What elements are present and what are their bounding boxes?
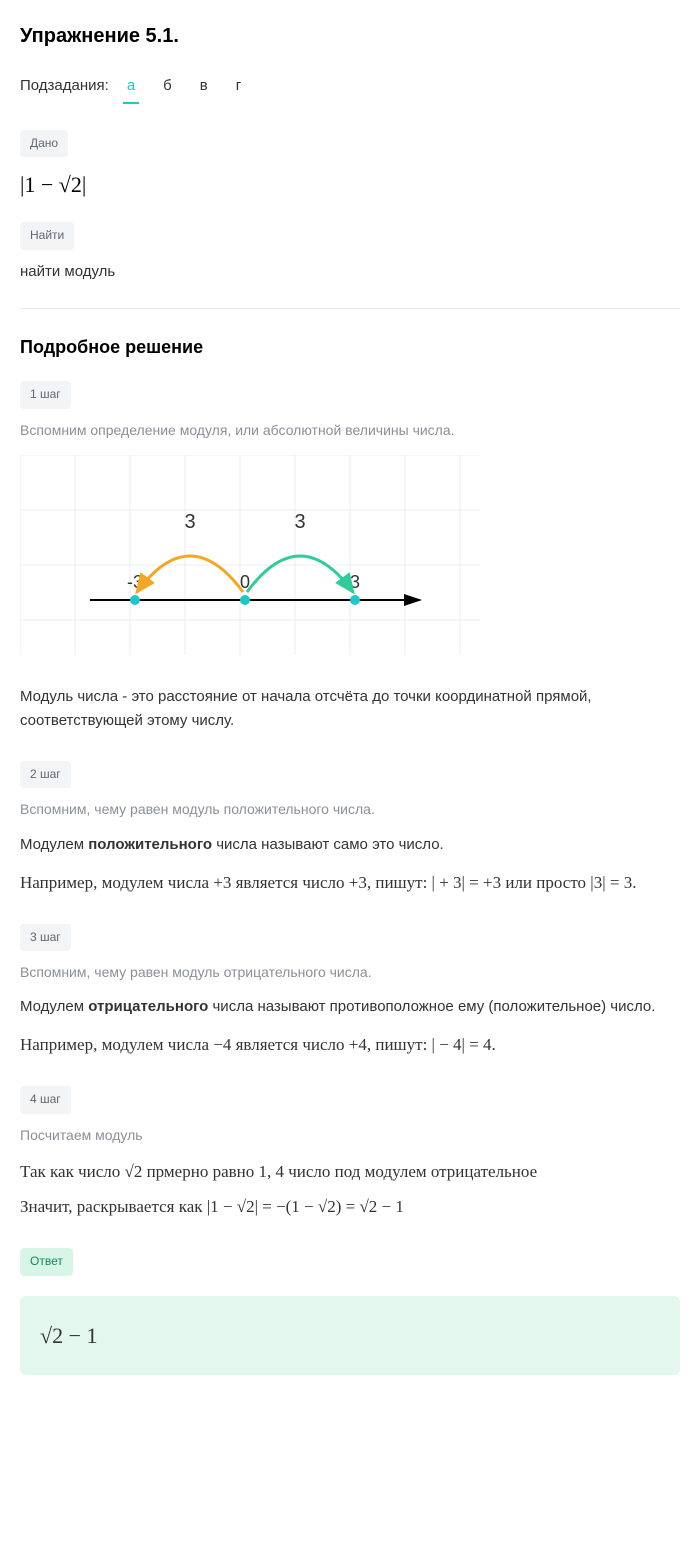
answer-box: √2 − 1 xyxy=(20,1296,680,1375)
step-4-line2: Значит, раскрывается как |1 − √2| = −(1 … xyxy=(20,1193,680,1220)
step-4: 4 шаг Посчитаем модуль Так как число √2 … xyxy=(20,1086,680,1220)
step-2-text-post: числа называют само это число. xyxy=(212,836,444,853)
step-3-text-pre: Модулем xyxy=(20,998,88,1015)
step-4-line1: Так как число √2 прмерно равно 1, 4 числ… xyxy=(20,1158,680,1185)
subtasks-label: Подзадания: xyxy=(20,74,109,98)
answer-block: Ответ √2 − 1 xyxy=(20,1248,680,1374)
step-2-badge: 2 шаг xyxy=(20,761,71,788)
tab-a[interactable]: а xyxy=(127,74,135,104)
tab-b[interactable]: б xyxy=(163,74,172,104)
step-3-bold: отрицательного xyxy=(88,998,208,1015)
find-text: найти модуль xyxy=(20,260,680,284)
step-1-badge: 1 шаг xyxy=(20,381,71,408)
solution-title: Подробное решение xyxy=(20,333,680,362)
tab-v[interactable]: в xyxy=(200,74,208,104)
svg-text:3: 3 xyxy=(294,511,305,533)
step-3-body: Модулем отрицательного числа называют пр… xyxy=(20,995,680,1019)
step-2-example: Например, модулем числа +3 является числ… xyxy=(20,869,680,896)
divider xyxy=(20,308,680,309)
subtasks-row: Подзадания: а б в г xyxy=(20,74,680,104)
step-3-intro: Вспомним, чему равен модуль отрицательно… xyxy=(20,961,680,983)
given-expression: |1 − √2| xyxy=(20,167,680,202)
step-2: 2 шаг Вспомним, чему равен модуль положи… xyxy=(20,761,680,896)
step-1: 1 шаг Вспомним определение модуля, или а… xyxy=(20,381,680,733)
answer-badge: Ответ xyxy=(20,1248,73,1275)
number-line-svg: -30333 xyxy=(20,455,480,655)
find-badge: Найти xyxy=(20,222,74,249)
answer-value: √2 − 1 xyxy=(40,1323,97,1348)
find-block: Найти найти модуль xyxy=(20,222,680,283)
tab-g[interactable]: г xyxy=(236,74,241,104)
step-3: 3 шаг Вспомним, чему равен модуль отрица… xyxy=(20,924,680,1059)
step-3-text-post: числа называют противоположное ему (поло… xyxy=(208,998,655,1015)
step-1-intro: Вспомним определение модуля, или абсолют… xyxy=(20,419,680,441)
step-2-intro: Вспомним, чему равен модуль положительно… xyxy=(20,798,680,820)
step-4-badge: 4 шаг xyxy=(20,1086,71,1113)
step-2-body: Модулем положительного числа называют са… xyxy=(20,833,680,857)
step-4-intro: Посчитаем модуль xyxy=(20,1124,680,1146)
step-3-badge: 3 шаг xyxy=(20,924,71,951)
number-line-diagram: -30333 xyxy=(20,455,480,663)
exercise-title: Упражнение 5.1. xyxy=(20,20,680,52)
step-2-bold: положительного xyxy=(88,836,212,853)
step-3-example: Например, модулем числа −4 является числ… xyxy=(20,1031,680,1058)
tabs: а б в г xyxy=(127,74,241,104)
given-badge: Дано xyxy=(20,130,68,157)
svg-text:3: 3 xyxy=(184,511,195,533)
step-1-after: Модуль числа - это расстояние от начала … xyxy=(20,685,680,733)
given-block: Дано |1 − √2| xyxy=(20,130,680,202)
step-2-text-pre: Модулем xyxy=(20,836,88,853)
